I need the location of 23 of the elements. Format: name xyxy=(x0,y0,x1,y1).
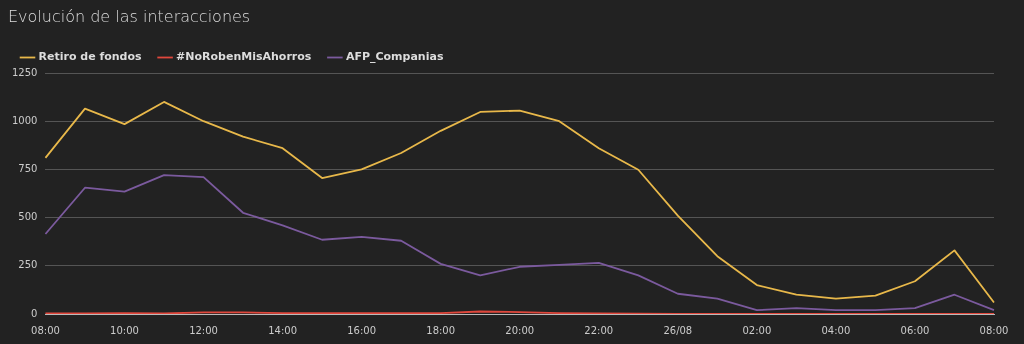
x-tick-label: 16:00 xyxy=(347,324,377,336)
x-tick-label: 26/08 xyxy=(663,324,693,336)
y-tick-label: 750 xyxy=(18,162,38,174)
x-tick-label: 10:00 xyxy=(110,324,139,336)
x-tick-label: 04:00 xyxy=(821,324,851,336)
x-tick-label: 14:00 xyxy=(268,324,297,336)
chart-title: Evolución de las interacciones xyxy=(7,6,252,28)
x-tick-label: 18:00 xyxy=(426,324,456,336)
y-tick-label: 1000 xyxy=(12,114,38,126)
x-tick-label: 22:00 xyxy=(584,324,614,336)
legend-label: #NoRobenMisAhorros xyxy=(176,50,312,64)
x-tick-label: 08:00 xyxy=(979,324,1009,336)
x-tick-label: 02:00 xyxy=(742,324,772,336)
legend-label: Retiro de fondos xyxy=(38,50,143,64)
y-tick-label: 1250 xyxy=(12,66,38,78)
y-tick-label: 0 xyxy=(31,307,38,319)
legend-label: AFP_Companias xyxy=(345,50,444,64)
x-tick-label: 08:00 xyxy=(31,324,60,336)
x-tick-label: 06:00 xyxy=(900,324,930,336)
x-tick-label: 20:00 xyxy=(505,324,535,336)
y-tick-label: 250 xyxy=(18,259,38,271)
y-tick-label: 500 xyxy=(18,211,38,223)
x-tick-label: 12:00 xyxy=(189,324,218,336)
